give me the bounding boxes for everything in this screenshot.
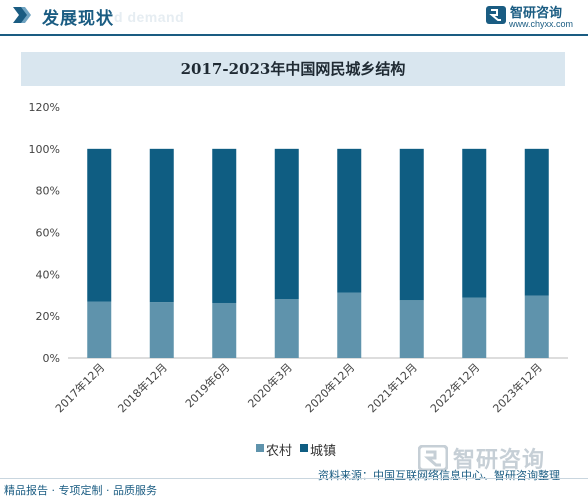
bar-urban (524, 148, 549, 296)
section-marker-icon (13, 7, 31, 23)
chart-title: 2017-2023年中国网民城乡结构 (180, 60, 406, 78)
bar-rural (399, 300, 424, 358)
header-divider (0, 34, 588, 36)
bar-urban (399, 148, 424, 301)
bar-rural (87, 301, 112, 358)
bar-urban (462, 148, 487, 298)
bar-urban (87, 148, 112, 302)
x-tick-label: 2020年3月 (245, 360, 295, 410)
section-title: 发展现状 (42, 9, 114, 29)
bar-rural (337, 292, 362, 358)
footer-tagline: 精品报告 · 专项定制 · 品质服务 (4, 484, 157, 497)
x-tick-label: 2021年12月 (365, 360, 420, 415)
x-tick-label: 2020年12月 (302, 360, 357, 415)
y-tick-label: 20% (36, 310, 60, 323)
page-header: 发展现状 d demand 智研咨询 www.chyxx.com (0, 0, 588, 34)
chart-title-band: 2017-2023年中国网民城乡结构 (21, 52, 565, 86)
bar-urban (274, 148, 299, 300)
x-tick-label: 2018年12月 (115, 360, 170, 415)
y-tick-label: 0% (43, 352, 60, 365)
footer-logo-icon (418, 445, 448, 471)
x-tick-label: 2023年12月 (490, 360, 545, 415)
bar-rural (274, 299, 299, 358)
bar-rural (149, 302, 174, 358)
legend-label-rural: 农村 (266, 444, 293, 459)
y-tick-label: 100% (29, 143, 60, 156)
x-tick-label: 2022年12月 (427, 360, 482, 415)
y-tick-label: 80% (36, 185, 60, 198)
y-tick-label: 40% (36, 268, 60, 281)
y-tick-label: 60% (36, 227, 60, 240)
x-tick-label: 2019年6月 (182, 360, 232, 410)
bar-rural (212, 302, 237, 358)
bar-urban (337, 148, 362, 293)
source-note: 资料来源：中国互联网络信息中心、智研咨询整理 (318, 469, 560, 482)
legend-swatch-rural (256, 444, 264, 452)
y-tick-label: 120% (29, 101, 60, 114)
brand-name: 智研咨询 (510, 6, 563, 21)
brand-url: www.chyxx.com (509, 19, 574, 29)
footer-logo-text: 智研咨询 (453, 448, 546, 473)
section-subtitle: d demand (114, 9, 185, 25)
bar-urban (149, 148, 174, 303)
brand-logo-icon (486, 6, 506, 24)
footer-divider (0, 478, 588, 479)
bar-urban (212, 148, 237, 303)
bar-rural (462, 297, 487, 358)
x-tick-label: 2017年12月 (52, 360, 107, 415)
bar-rural (524, 295, 549, 358)
legend-swatch-urban (300, 444, 308, 452)
legend-label-urban: 城镇 (310, 444, 337, 459)
